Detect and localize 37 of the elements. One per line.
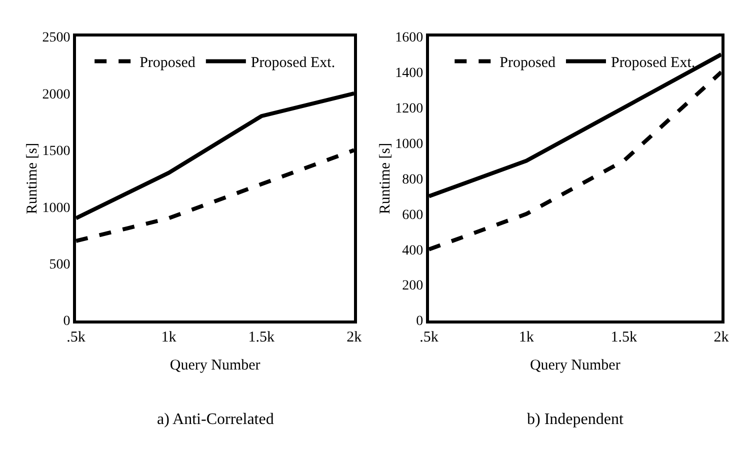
y-axis-title: Runtime [s] <box>377 142 394 214</box>
y-tick-label: 2000 <box>42 87 70 102</box>
x-tick-label: 1.5k <box>610 329 638 346</box>
legend-label: Proposed Ext. <box>610 55 696 72</box>
x-axis-title: Query Number <box>170 357 260 374</box>
legend-label: Proposed Ext. <box>250 55 336 72</box>
line-series <box>76 148 354 243</box>
y-tick-label: 400 <box>402 243 424 258</box>
y-tick-label: 800 <box>402 172 424 188</box>
x-tick-label: 1k <box>518 329 534 346</box>
y-tick-label: 1200 <box>395 102 424 116</box>
line-series <box>76 91 354 220</box>
y-tick-label: 1400 <box>395 66 424 82</box>
y-tick-label: 200 <box>402 278 424 294</box>
y-tick-label: 2500 <box>42 30 70 46</box>
x-tick-label: 2k <box>346 329 362 346</box>
x-axis-title: Query Number <box>530 357 620 374</box>
y-tick-label: 0 <box>63 314 70 330</box>
line-series <box>428 52 722 198</box>
y-tick-label: 1500 <box>42 144 70 160</box>
y-tick-label: 1000 <box>395 136 424 152</box>
y-tick-label: 500 <box>49 257 70 272</box>
line-series <box>428 70 722 252</box>
legend-label: Proposed <box>500 55 556 72</box>
y-tick-label: 1600 <box>395 30 424 46</box>
x-tick-label: 1k <box>161 329 177 346</box>
legend-label: Proposed <box>140 55 196 72</box>
y-tick-label: 600 <box>402 208 424 223</box>
y-tick-label: 0 <box>416 314 424 330</box>
y-tick-label: 1000 <box>42 200 70 216</box>
x-tick-label: .5k <box>66 329 86 346</box>
text: a) Anti-Correlated <box>157 411 274 428</box>
x-tick-label: .5k <box>420 329 439 346</box>
y-axis-title: Runtime [s] <box>24 142 40 214</box>
text: b) Independent <box>527 411 624 428</box>
x-tick-label: 2k <box>714 329 730 346</box>
x-tick-label: 1.5k <box>248 329 276 346</box>
